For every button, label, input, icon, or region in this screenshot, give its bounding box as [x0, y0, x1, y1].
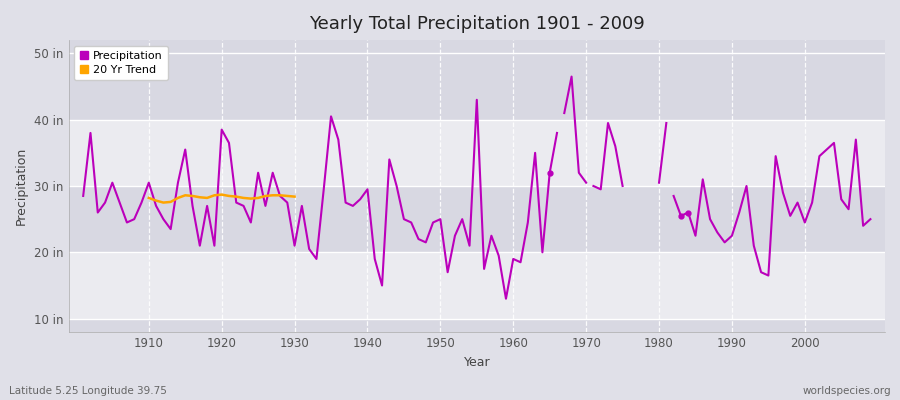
Bar — [68, 40, 885, 120]
Title: Yearly Total Precipitation 1901 - 2009: Yearly Total Precipitation 1901 - 2009 — [309, 15, 644, 33]
X-axis label: Year: Year — [464, 356, 490, 369]
Text: worldspecies.org: worldspecies.org — [803, 386, 891, 396]
Bar — [68, 186, 885, 252]
Legend: Precipitation, 20 Yr Trend: Precipitation, 20 Yr Trend — [74, 46, 168, 80]
Text: Latitude 5.25 Longitude 39.75: Latitude 5.25 Longitude 39.75 — [9, 386, 166, 396]
Bar — [68, 252, 885, 319]
Y-axis label: Precipitation: Precipitation — [15, 147, 28, 225]
Bar — [68, 319, 885, 332]
Bar — [68, 120, 885, 186]
